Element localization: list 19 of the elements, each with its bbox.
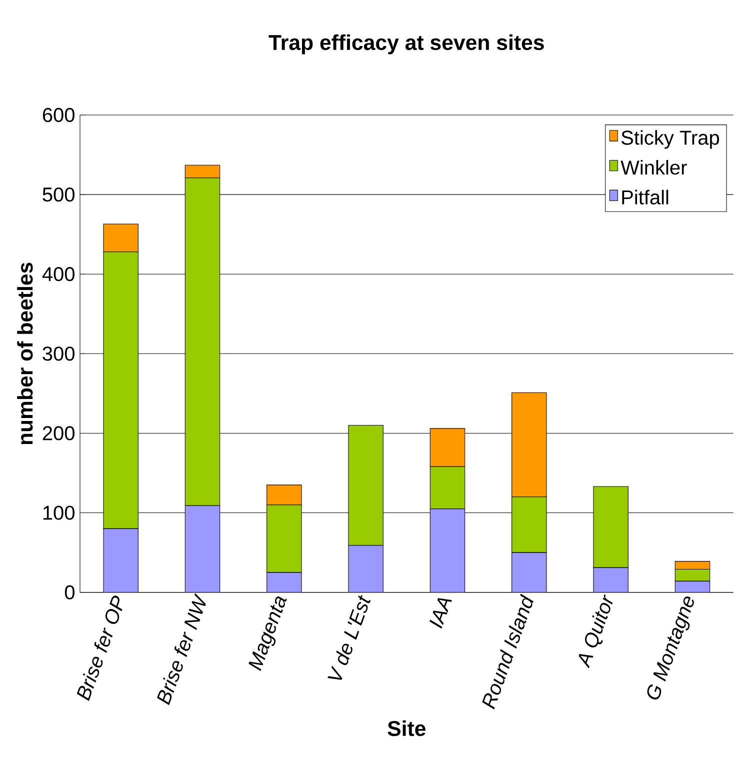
x-tick-label: Round Island <box>482 594 534 710</box>
x-tick-label: A Quitor <box>578 594 613 668</box>
x-tick-label: V de L'Est <box>328 594 371 680</box>
y-tick-label: 400 <box>42 267 75 282</box>
y-tick-label: 600 <box>43 108 75 122</box>
legend-label: Winkler <box>620 160 688 175</box>
legend-label: Pitfall <box>622 190 668 204</box>
x-tick-label: Brise fer OP <box>77 596 122 701</box>
x-tick-label: Brise fer NW <box>157 593 206 706</box>
legend-label: Sticky Trap <box>622 130 720 149</box>
y-tick-label: 300 <box>42 346 75 361</box>
chart-title: Trap efficacy at seven sites <box>268 34 544 54</box>
y-tick-label: 0 <box>65 585 75 600</box>
y-tick-label: 100 <box>44 506 75 520</box>
y-tick-label: 200 <box>43 426 75 440</box>
x-axis-title: Site <box>388 720 426 736</box>
y-tick-label: 500 <box>42 187 75 202</box>
x-tick-label: IAA <box>430 598 452 629</box>
y-axis-title: number of beetles <box>17 262 33 444</box>
